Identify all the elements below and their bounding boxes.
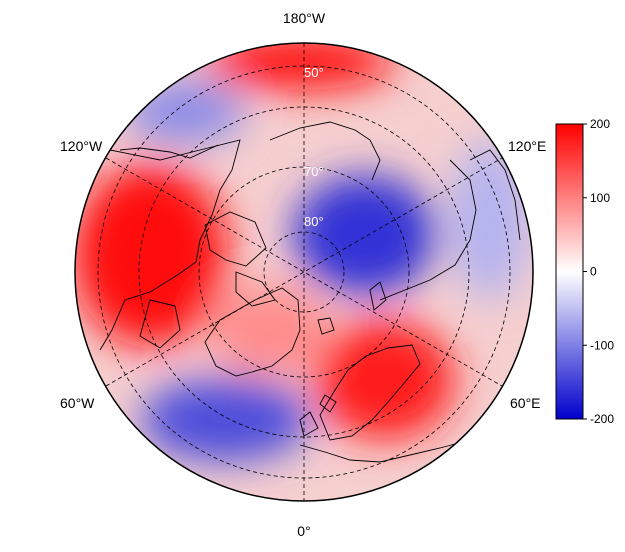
colorbar-tick-label: -200	[590, 412, 614, 426]
latitude-label-50: 50°	[304, 65, 324, 80]
longitude-label-upper-left: 120°W	[60, 138, 103, 154]
anomaly-blob-bering-alaska	[125, 80, 245, 144]
anomaly-blob-east-asia-coast	[450, 140, 530, 300]
coastline-north-america	[99, 139, 241, 351]
meridian-120w-60e	[105, 157, 503, 387]
coastline-iceland-uk	[299, 394, 337, 437]
coastline-greenland	[204, 287, 301, 377]
latitude-label-80: 80°	[304, 214, 324, 229]
longitude-label-bottom: 0°	[297, 523, 310, 539]
coastline-alaska	[119, 144, 219, 159]
coastline-scandinavia	[319, 344, 421, 441]
latitude-label-70: 70°	[304, 164, 324, 179]
coastline-novaya-zemlya	[369, 281, 387, 311]
longitude-label-upper-right: 120°E	[508, 138, 546, 154]
longitude-label-top: 180°W	[283, 10, 326, 26]
coastline-east-asia	[469, 149, 521, 241]
meridian-60w-120e	[105, 157, 503, 387]
coastline-canadian-archipelago	[204, 211, 276, 307]
colorbar-tick-label: -100	[590, 338, 614, 352]
latitude-circle-80	[263, 231, 345, 313]
colorbar: 200 100 0 -100 -200	[555, 117, 614, 426]
coastline-hudson-bay	[139, 299, 181, 349]
anomaly-blob-north-america-west	[75, 163, 228, 347]
colorbar-tick-label: 0	[590, 265, 597, 279]
anomaly-blob-north-atlantic-low	[140, 378, 310, 462]
map-boundary	[74, 42, 534, 502]
anomaly-field	[75, 43, 533, 501]
longitude-label-lower-right: 60°E	[510, 395, 541, 411]
longitude-label-lower-left: 60°W	[60, 395, 95, 411]
anomaly-blob-scandinavia-barents	[315, 320, 455, 440]
colorbar-ramp	[555, 123, 584, 420]
coastline-europe	[299, 439, 471, 463]
anomaly-blob-east-siberia	[293, 175, 437, 295]
coastline-svalbard	[317, 317, 335, 335]
anomaly-blob-greenland-atlantic	[210, 285, 330, 375]
graticule	[97, 43, 511, 501]
coastline-siberia	[379, 159, 477, 301]
colorbar-tick-label: 200	[590, 117, 610, 131]
coastline-russia-east	[269, 121, 381, 181]
latitude-circle-70	[198, 166, 410, 378]
coastlines	[99, 121, 521, 463]
colorbar-tick-label: 100	[590, 191, 610, 205]
